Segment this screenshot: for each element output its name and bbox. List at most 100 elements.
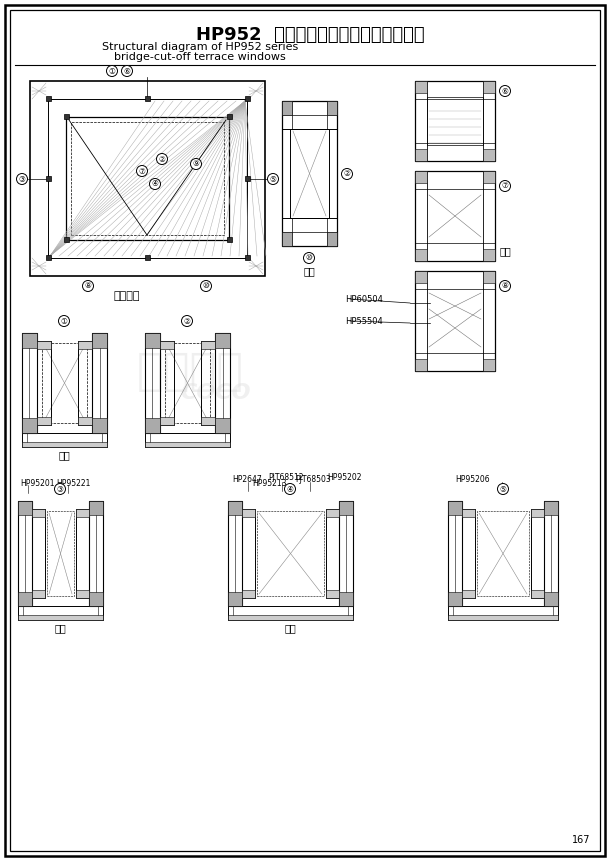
Text: Structural diagram of HP952 series: Structural diagram of HP952 series bbox=[102, 42, 298, 52]
Text: ⑦: ⑦ bbox=[501, 182, 509, 190]
Text: HP95201: HP95201 bbox=[20, 479, 54, 487]
Bar bbox=[145, 418, 160, 433]
Bar bbox=[448, 592, 462, 606]
Text: ⑤: ⑤ bbox=[270, 175, 276, 183]
Bar bbox=[47, 511, 74, 596]
Bar bbox=[339, 501, 353, 515]
Text: COCO: COCO bbox=[180, 383, 250, 403]
Bar bbox=[215, 333, 230, 433]
Bar bbox=[78, 417, 92, 425]
Bar bbox=[415, 271, 495, 371]
Text: HP95213: HP95213 bbox=[252, 480, 287, 488]
Circle shape bbox=[498, 484, 509, 494]
Bar bbox=[415, 171, 427, 183]
Bar bbox=[22, 442, 107, 447]
Bar bbox=[477, 511, 529, 596]
Bar bbox=[326, 509, 339, 598]
Bar bbox=[415, 271, 427, 283]
Bar bbox=[215, 418, 230, 433]
Text: HP95202: HP95202 bbox=[327, 473, 362, 481]
Circle shape bbox=[107, 65, 118, 77]
Text: 外视外开: 外视外开 bbox=[113, 291, 140, 301]
Bar bbox=[228, 615, 353, 620]
Bar bbox=[415, 171, 427, 261]
Bar bbox=[46, 96, 51, 101]
Bar bbox=[326, 590, 339, 598]
Bar bbox=[18, 592, 32, 606]
Text: ②: ② bbox=[184, 317, 190, 325]
Bar bbox=[37, 341, 51, 425]
Bar bbox=[37, 341, 51, 349]
Bar bbox=[339, 501, 353, 606]
Text: 土木在线: 土木在线 bbox=[137, 350, 243, 393]
Text: ④: ④ bbox=[151, 179, 159, 189]
Bar bbox=[48, 99, 247, 258]
Bar bbox=[282, 232, 292, 246]
Bar bbox=[415, 149, 427, 161]
Bar bbox=[531, 590, 544, 598]
Bar bbox=[326, 509, 339, 517]
Text: ⑦: ⑦ bbox=[138, 166, 145, 176]
Bar bbox=[227, 237, 232, 242]
Bar bbox=[145, 433, 230, 447]
Text: ①: ① bbox=[109, 66, 115, 76]
Bar bbox=[448, 606, 558, 620]
Text: ⑤: ⑤ bbox=[500, 485, 506, 493]
Bar bbox=[415, 81, 495, 161]
Bar bbox=[427, 97, 483, 145]
Text: 室外: 室外 bbox=[303, 266, 315, 276]
Text: bridge-cut-off terrace windows: bridge-cut-off terrace windows bbox=[114, 52, 286, 62]
Text: PJT68503: PJT68503 bbox=[295, 475, 331, 485]
Bar bbox=[46, 176, 51, 181]
Text: HP55504: HP55504 bbox=[345, 317, 382, 325]
Bar bbox=[483, 271, 495, 371]
Bar bbox=[92, 333, 107, 433]
Text: ②: ② bbox=[343, 170, 350, 178]
Text: HP60504: HP60504 bbox=[345, 294, 383, 303]
Circle shape bbox=[137, 165, 148, 177]
Bar bbox=[462, 509, 475, 598]
Bar bbox=[245, 96, 250, 101]
Bar bbox=[415, 359, 427, 371]
Bar bbox=[327, 101, 337, 115]
Bar bbox=[483, 81, 495, 93]
Text: ⑨: ⑨ bbox=[193, 159, 199, 169]
Bar bbox=[18, 615, 103, 620]
Bar bbox=[92, 333, 107, 348]
Text: ⑥: ⑥ bbox=[501, 86, 509, 96]
Bar bbox=[22, 433, 107, 447]
Bar bbox=[257, 511, 324, 596]
Bar bbox=[483, 81, 495, 161]
Text: 室外: 室外 bbox=[58, 450, 70, 460]
Bar bbox=[64, 114, 69, 119]
Circle shape bbox=[59, 315, 70, 326]
Text: 室外: 室外 bbox=[500, 246, 512, 256]
Bar bbox=[483, 171, 495, 261]
Bar bbox=[145, 442, 230, 447]
Bar bbox=[145, 333, 160, 433]
Circle shape bbox=[149, 178, 160, 189]
Circle shape bbox=[182, 315, 193, 326]
Bar bbox=[483, 171, 495, 183]
Circle shape bbox=[500, 85, 511, 96]
Bar bbox=[145, 255, 150, 260]
Bar bbox=[18, 501, 32, 515]
Bar bbox=[42, 343, 87, 423]
Bar bbox=[76, 590, 89, 598]
Bar bbox=[282, 101, 292, 115]
Bar bbox=[245, 255, 250, 260]
Text: PJT68512: PJT68512 bbox=[268, 473, 304, 481]
Text: ⑩: ⑩ bbox=[203, 282, 209, 290]
Bar bbox=[544, 501, 558, 606]
Bar bbox=[78, 341, 92, 425]
Text: HP95206: HP95206 bbox=[455, 475, 490, 485]
Bar bbox=[415, 171, 495, 261]
Bar bbox=[89, 501, 103, 606]
Circle shape bbox=[268, 174, 279, 184]
Circle shape bbox=[500, 281, 511, 292]
Bar bbox=[32, 509, 45, 517]
Text: ④: ④ bbox=[287, 485, 293, 493]
Text: ①: ① bbox=[60, 317, 68, 325]
Text: ③: ③ bbox=[18, 175, 26, 183]
Bar bbox=[22, 333, 37, 348]
